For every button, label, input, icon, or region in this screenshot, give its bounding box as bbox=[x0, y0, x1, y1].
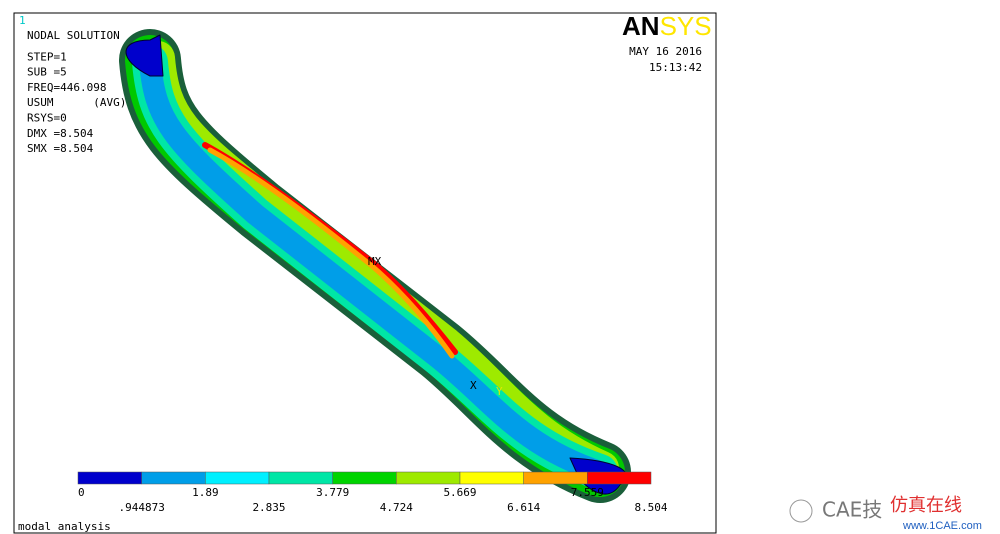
info-line: NODAL SOLUTION bbox=[27, 29, 120, 42]
legend-label: 5.669 bbox=[443, 486, 476, 499]
info-line: RSYS=0 bbox=[27, 112, 67, 125]
legend-band bbox=[141, 471, 206, 485]
brand: CAE技 bbox=[822, 498, 882, 522]
info-line: SMX =8.504 bbox=[27, 142, 94, 155]
logo-part: SYS bbox=[660, 11, 712, 41]
legend-band bbox=[332, 471, 397, 485]
legend-label: 3.779 bbox=[316, 486, 349, 499]
model bbox=[119, 29, 631, 503]
legend-band bbox=[396, 471, 461, 485]
watermark: 1CAE.COM bbox=[421, 252, 579, 285]
legend-label: 1.89 bbox=[192, 486, 219, 499]
legend-label: 2.835 bbox=[252, 501, 285, 514]
max-marker: MX bbox=[368, 255, 382, 268]
date: MAY 16 2016 bbox=[629, 45, 702, 58]
legend-label: 7.559 bbox=[571, 486, 604, 499]
legend-band bbox=[77, 471, 142, 485]
legend-band bbox=[523, 471, 588, 485]
info-block: NODAL SOLUTION STEP=1 SUB =5 FREQ=446.098 US… bbox=[27, 29, 126, 155]
info-line: DMX =8.504 bbox=[27, 127, 94, 140]
info-line: SUB =5 bbox=[27, 66, 67, 79]
brand: 仿真在线 bbox=[890, 495, 962, 516]
legend-label: 6.614 bbox=[507, 501, 540, 514]
info-line: STEP=1 bbox=[27, 50, 67, 63]
brand-url: www.1CAE.com bbox=[902, 520, 982, 532]
info-line: USUM (AVG) bbox=[27, 96, 126, 109]
brand-icon bbox=[789, 499, 813, 523]
legend: 0 .944873 1.89 2.835 3.779 4.724 5.669 6.614 7.5… bbox=[77, 471, 668, 514]
legend-band bbox=[268, 471, 333, 485]
triad-label: X bbox=[470, 379, 477, 392]
logo-part: AN bbox=[622, 11, 660, 41]
logo: ANSYS bbox=[622, 11, 712, 41]
legend-label: .944873 bbox=[118, 501, 164, 514]
footer: modal analysis bbox=[18, 520, 111, 533]
legend-band bbox=[459, 471, 524, 485]
triad-label: Y bbox=[496, 385, 503, 398]
legend-label: 0 bbox=[78, 486, 85, 499]
legend-band bbox=[587, 471, 652, 485]
legend-label: 8.504 bbox=[634, 501, 667, 514]
time: 15:13:42 bbox=[649, 61, 702, 74]
info-line: FREQ=446.098 bbox=[27, 81, 106, 94]
legend-label: 4.724 bbox=[380, 501, 413, 514]
legend-band bbox=[205, 471, 270, 485]
plot-number: 1 bbox=[19, 14, 26, 27]
